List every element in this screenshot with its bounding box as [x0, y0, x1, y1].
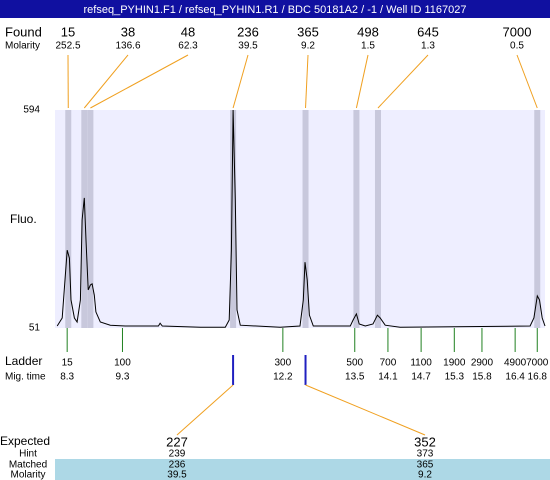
peak-band [534, 110, 541, 328]
found-size: 7000 [503, 24, 532, 39]
y-tick-label: 51 [29, 323, 41, 334]
expected-row-label: Hint [19, 449, 37, 460]
found-size: 498 [357, 24, 379, 39]
hint-size: 239 [169, 449, 186, 460]
expected-size: 352 [414, 434, 436, 449]
peak-connector [516, 54, 538, 109]
y-tick-label: 594 [23, 105, 40, 116]
found-label: Found [5, 24, 42, 39]
peak-connector [355, 54, 369, 109]
plot-area [55, 110, 545, 328]
hint-size: 373 [417, 449, 434, 460]
peak-band [87, 110, 94, 328]
expected-label: Expected [0, 434, 50, 448]
ladder-size: 2900 [471, 358, 494, 369]
peak-connector [232, 54, 249, 109]
peak-band [374, 110, 381, 328]
found-size: 38 [121, 24, 135, 39]
mig-time: 15.3 [445, 372, 465, 383]
ladder-size: 1900 [443, 358, 466, 369]
found-molarity: 252.5 [55, 41, 80, 52]
peak-band [230, 110, 237, 328]
mig-time: 13.5 [345, 372, 365, 383]
mig-time-label: Mig. time [5, 372, 46, 383]
matched-row [55, 459, 550, 470]
title: refseq_PYHIN1.F1 / refseq_PYHIN1.R1 / BD… [84, 4, 467, 16]
found-size: 645 [417, 24, 439, 39]
found-molarity: 136.6 [115, 41, 140, 52]
peak-band [65, 110, 72, 328]
molarity-row [55, 470, 550, 480]
mig-time: 15.8 [472, 372, 492, 383]
expected-row-label: Molarity [10, 470, 45, 480]
mig-time: 8.3 [60, 372, 74, 383]
found-molarity: 0.5 [510, 41, 524, 52]
peak-connector [377, 54, 429, 109]
matched-molarity: 9.2 [418, 470, 432, 480]
matched-connector [305, 384, 426, 436]
peak-band [81, 110, 88, 328]
y-label: Fluo. [10, 212, 37, 226]
peak-band [353, 110, 360, 328]
matched-molarity: 39.5 [167, 470, 187, 480]
mig-time: 9.3 [116, 372, 130, 383]
peak-connector [90, 54, 189, 109]
expected-size: 227 [166, 434, 188, 449]
ladder-size: 15 [62, 358, 74, 369]
title-bar [0, 0, 550, 18]
found-molarity: 1.5 [361, 41, 375, 52]
found-molarity: 9.2 [301, 41, 315, 52]
found-molarity: 62.3 [178, 41, 198, 52]
matched-size: 236 [169, 460, 186, 471]
ladder-size: 300 [275, 358, 292, 369]
mig-time: 12.2 [273, 372, 293, 383]
found-size: 48 [181, 24, 195, 39]
matched-connector [176, 384, 234, 436]
matched-size: 365 [417, 460, 434, 471]
mig-time: 16.8 [528, 372, 548, 383]
found-molarity: 1.3 [421, 41, 435, 52]
ladder-size: 7000 [526, 358, 549, 369]
found-molarity: 39.5 [238, 41, 258, 52]
mig-time: 14.7 [411, 372, 431, 383]
ladder-label: Ladder [5, 354, 42, 368]
ladder-size: 700 [380, 358, 397, 369]
mig-time: 16.4 [505, 372, 525, 383]
peak-band [302, 110, 309, 328]
trace-line [56, 109, 546, 328]
ladder-size: 4900 [504, 358, 527, 369]
ladder-size: 100 [114, 358, 131, 369]
ladder-size: 1100 [410, 358, 432, 369]
ladder-size: 500 [346, 358, 363, 369]
mig-time: 14.1 [378, 372, 398, 383]
found-size: 15 [61, 24, 75, 39]
peak-connector [305, 54, 309, 109]
expected-row-label: Matched [9, 460, 47, 471]
molarity-label: Molarity [5, 41, 40, 52]
found-size: 236 [237, 24, 259, 39]
found-size: 365 [297, 24, 319, 39]
peak-connector [83, 54, 129, 109]
